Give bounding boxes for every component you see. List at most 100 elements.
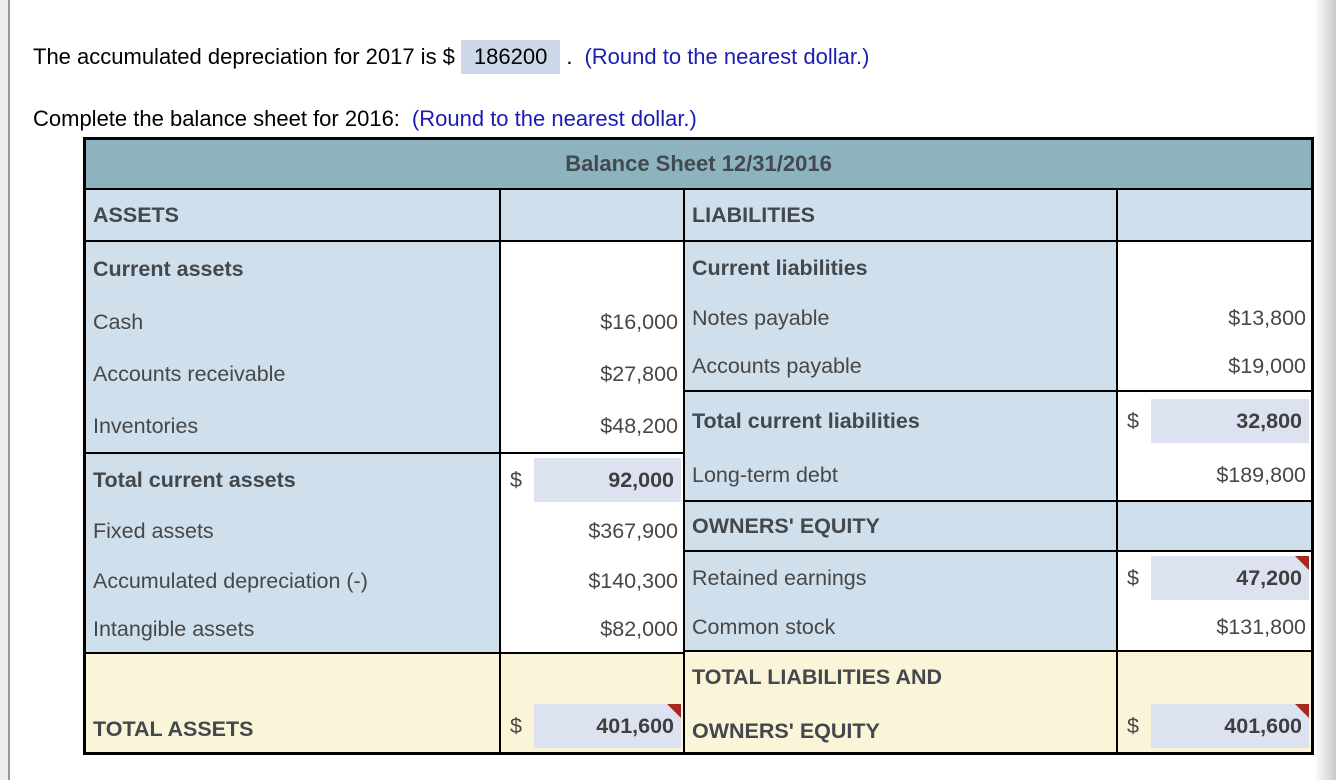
- balance-sheet-title: Balance Sheet 12/31/2016: [86, 140, 1311, 190]
- answer-value: 401,600: [1224, 713, 1302, 738]
- intro-line-1-period: .: [566, 44, 573, 69]
- static-value: $48,200: [600, 413, 678, 438]
- static-value: $27,800: [600, 361, 678, 386]
- row-value: [1116, 190, 1311, 240]
- row-group: Current liabilities Notes payable $13,800 A…: [685, 240, 1311, 390]
- table-row: TOTAL ASSETS $401,600: [86, 654, 683, 752]
- static-value: $13,800: [1228, 305, 1306, 330]
- table-row: Common stock $131,800: [685, 604, 1311, 650]
- row-label: Notes payable: [685, 294, 1116, 342]
- table-row: TOTAL LIABILITIES AND OWNERS' EQUITY $401,…: [685, 652, 1311, 752]
- intro-line-2-text: Complete the balance sheet for 2016:: [33, 106, 400, 131]
- row-label: Inventories: [86, 400, 499, 452]
- answer-input[interactable]: 92,000: [533, 458, 681, 502]
- table-row: OWNERS' EQUITY: [685, 502, 1311, 550]
- row-label: Accounts receivable: [86, 348, 499, 400]
- answer-value: 47,200: [1236, 565, 1302, 590]
- table-row: Notes payable $13,800: [685, 294, 1311, 342]
- table-row: ASSETS: [86, 190, 683, 240]
- row-value: $92,000: [499, 454, 683, 506]
- table-row: Total current liabilities $32,800: [685, 392, 1311, 450]
- page-left-edge: [0, 0, 10, 780]
- table-row: Cash $16,000: [86, 296, 683, 348]
- currency-symbol: $: [1127, 565, 1139, 590]
- total-row-group: TOTAL LIABILITIES AND OWNERS' EQUITY $401,…: [685, 650, 1311, 752]
- answer-flag-icon: [1295, 704, 1309, 718]
- answer-flag-icon: [1295, 556, 1309, 570]
- page-right-edge: [1314, 0, 1336, 780]
- static-value: $16,000: [600, 309, 678, 334]
- row-value: $27,800: [499, 348, 683, 400]
- row-label: Long-term debt: [685, 450, 1116, 500]
- static-value: $131,800: [1216, 614, 1306, 639]
- static-value: $140,300: [588, 568, 678, 593]
- row-value: $82,000: [499, 606, 683, 652]
- table-row: Current liabilities: [685, 242, 1311, 294]
- balance-sheet-body: ASSETS Current assets Cash $16,000 Accounts …: [86, 190, 1311, 752]
- currency-symbol: $: [510, 714, 522, 738]
- row-label: Current liabilities: [685, 242, 1116, 294]
- row-label: Total current liabilities: [685, 392, 1116, 450]
- row-label: LIABILITIES: [685, 190, 1116, 240]
- table-row: LIABILITIES: [685, 190, 1311, 240]
- answer-input[interactable]: 401,600: [1150, 704, 1309, 748]
- row-value: $401,600: [1116, 652, 1311, 752]
- table-row: Intangible assets $82,000: [86, 606, 683, 652]
- balance-sheet-table: Balance Sheet 12/31/2016 ASSETS Current a…: [83, 137, 1314, 755]
- table-row: Current assets: [86, 242, 683, 296]
- currency-symbol: $: [510, 467, 522, 492]
- table-row: Accounts receivable $27,800: [86, 348, 683, 400]
- row-label: Fixed assets: [86, 506, 499, 556]
- row-label: Current assets: [86, 242, 499, 296]
- row-value: [1116, 502, 1311, 550]
- row-group: ASSETS: [86, 190, 683, 240]
- row-label: Accounts payable: [685, 342, 1116, 390]
- row-label-line: TOTAL LIABILITIES AND: [692, 665, 943, 689]
- row-label: Retained earnings: [685, 552, 1116, 604]
- row-group: OWNERS' EQUITY: [685, 500, 1311, 550]
- row-value: $401,600: [499, 654, 683, 752]
- row-value: $131,800: [1116, 604, 1311, 650]
- row-value: $16,000: [499, 296, 683, 348]
- accumulated-depreciation-answer[interactable]: 186200: [460, 40, 561, 74]
- row-label: Intangible assets: [86, 606, 499, 652]
- answer-input[interactable]: 47,200: [1150, 556, 1309, 600]
- row-label: Common stock: [685, 604, 1116, 650]
- row-group: Retained earnings $47,200 Common stock $131…: [685, 550, 1311, 650]
- row-value: $47,200: [1116, 552, 1311, 604]
- row-group: Total current assets $92,000 Fixed assets $…: [86, 452, 683, 652]
- row-label: OWNERS' EQUITY: [685, 502, 1116, 550]
- row-value: $48,200: [499, 400, 683, 452]
- answer-value: 92,000: [608, 467, 674, 492]
- table-row: Total current assets $92,000: [86, 454, 683, 506]
- row-value: $13,800: [1116, 294, 1311, 342]
- row-value: [1116, 242, 1311, 294]
- currency-symbol: $: [1127, 408, 1139, 433]
- answer-input[interactable]: 401,600: [533, 704, 681, 748]
- table-row: Inventories $48,200: [86, 400, 683, 452]
- static-value: $367,900: [588, 518, 678, 543]
- liabilities-column: LIABILITIES Current liabilities Notes paya…: [685, 190, 1311, 752]
- table-row: Retained earnings $47,200: [685, 552, 1311, 604]
- row-value: $189,800: [1116, 450, 1311, 500]
- row-label-line: OWNERS' EQUITY: [692, 719, 880, 743]
- answer-value: 401,600: [596, 713, 674, 738]
- currency-symbol: $: [1127, 714, 1139, 738]
- row-label: TOTAL LIABILITIES AND OWNERS' EQUITY: [685, 652, 1116, 752]
- table-row: Accounts payable $19,000: [685, 342, 1311, 390]
- row-group: Current assets Cash $16,000 Accounts receiv…: [86, 240, 683, 452]
- total-row-group: TOTAL ASSETS $401,600: [86, 652, 683, 752]
- row-group: LIABILITIES: [685, 190, 1311, 240]
- static-value: $189,800: [1216, 462, 1306, 487]
- intro-line-1: The accumulated depreciation for 2017 is…: [33, 40, 869, 74]
- static-value: $19,000: [1228, 353, 1306, 378]
- answer-input[interactable]: 32,800: [1150, 399, 1309, 443]
- row-label: TOTAL ASSETS: [86, 654, 499, 752]
- rounding-note-2: (Round to the nearest dollar.): [411, 106, 697, 131]
- row-value: $140,300: [499, 556, 683, 606]
- row-value: [499, 190, 683, 240]
- static-value: $82,000: [600, 616, 678, 641]
- row-label: ASSETS: [86, 190, 499, 240]
- answer-value: 32,800: [1236, 408, 1302, 433]
